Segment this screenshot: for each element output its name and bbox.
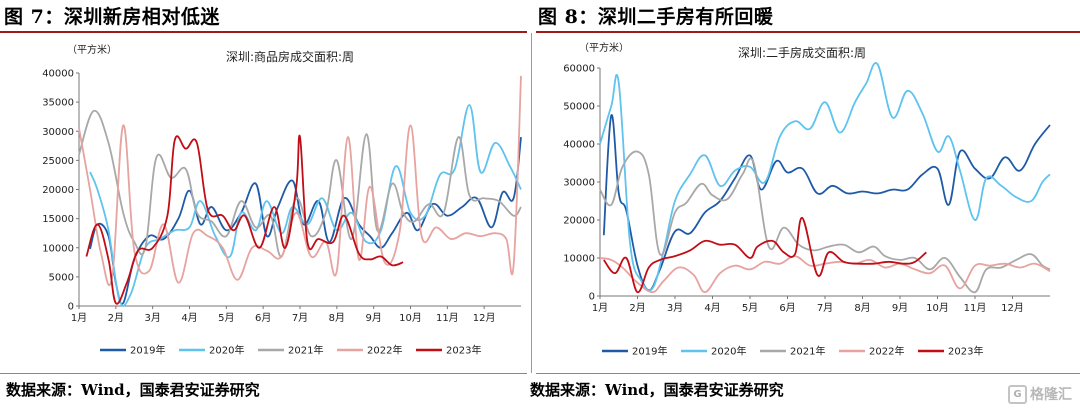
right-legend-label: 2019年 bbox=[632, 345, 667, 358]
right-y-tick-label: 60000 bbox=[563, 64, 595, 75]
right-unit-label: （平方米） bbox=[579, 41, 629, 54]
left-legend-label: 2020年 bbox=[209, 344, 244, 357]
left-y-tick-label: 40000 bbox=[42, 69, 74, 80]
watermark: G 格隆汇 bbox=[1008, 384, 1072, 404]
logo-icon: G bbox=[1008, 384, 1027, 404]
left-x-tick-label: 1月 bbox=[71, 312, 87, 324]
left-y-tick-label: 0 bbox=[68, 302, 74, 313]
left-y-tick-label: 30000 bbox=[42, 127, 74, 138]
panel-divider bbox=[531, 33, 532, 373]
left-x-tick-label: 2月 bbox=[108, 312, 124, 324]
right-x-tick-label: 12月 bbox=[1001, 302, 1024, 314]
left-footer-rule bbox=[0, 373, 527, 374]
right-x-tick-label: 6月 bbox=[779, 302, 795, 314]
right-x-tick-label: 11月 bbox=[964, 302, 987, 314]
right-y-tick-label: 30000 bbox=[563, 178, 595, 189]
right-footer-rule bbox=[536, 373, 1080, 374]
right-x-tick-label: 5月 bbox=[742, 302, 758, 314]
right-x-tick-label: 7月 bbox=[817, 302, 833, 314]
left-chart-title: 深圳:商品房成交面积:周 bbox=[226, 49, 354, 64]
right-x-tick-label: 4月 bbox=[704, 302, 720, 314]
right-source-note: 数据来源：Wind，国泰君安证券研究 bbox=[530, 381, 784, 399]
left-x-tick-label: 12月 bbox=[473, 312, 496, 324]
watermark-text: 格隆汇 bbox=[1030, 387, 1072, 403]
left-x-tick-label: 4月 bbox=[181, 312, 197, 324]
left-series-2022 bbox=[78, 75, 522, 286]
right-y-tick-label: 50000 bbox=[563, 102, 595, 113]
left-y-tick-label: 10000 bbox=[42, 243, 74, 254]
left-x-tick-label: 8月 bbox=[329, 312, 345, 324]
right-y-tick-label: 40000 bbox=[563, 140, 595, 151]
left-series-2021 bbox=[78, 109, 522, 258]
left-y-tick-label: 5000 bbox=[49, 272, 74, 283]
right-figure-title: 图 8：深圳二手房有所回暖 bbox=[538, 6, 774, 28]
right-x-tick-label: 3月 bbox=[667, 302, 683, 314]
right-y-tick-label: 20000 bbox=[563, 216, 595, 227]
left-x-tick-label: 6月 bbox=[255, 312, 271, 324]
left-x-tick-label: 10月 bbox=[399, 312, 422, 324]
left-legend-label: 2019年 bbox=[130, 344, 165, 357]
left-x-tick-label: 11月 bbox=[436, 312, 459, 324]
right-y-tick-label: 10000 bbox=[563, 254, 595, 265]
left-legend-label: 2021年 bbox=[288, 344, 323, 357]
left-chart: 0 5000 10000 15000 20000 25000 30000 35000 40000… bbox=[42, 43, 522, 357]
left-figure-title: 图 7：深圳新房相对低迷 bbox=[4, 6, 220, 28]
right-x-tick-label: 9月 bbox=[892, 302, 908, 314]
left-legend-label: 2023年 bbox=[446, 344, 481, 357]
left-series-2023 bbox=[85, 134, 404, 305]
left-title-rule bbox=[0, 31, 527, 33]
left-x-tick-label: 5月 bbox=[218, 312, 234, 324]
left-x-tick-label: 3月 bbox=[144, 312, 160, 324]
left-y-tick-label: 15000 bbox=[42, 214, 74, 225]
right-legend-label: 2020年 bbox=[711, 345, 746, 358]
right-title-rule bbox=[536, 31, 1080, 33]
right-legend-label: 2021年 bbox=[790, 345, 825, 358]
left-series-2020 bbox=[89, 104, 522, 307]
left-source-note: 数据来源：Wind，国泰君安证券研究 bbox=[6, 381, 260, 399]
left-unit-label: （平方米） bbox=[67, 43, 117, 56]
left-y-tick-label: 35000 bbox=[42, 98, 74, 109]
left-x-tick-label: 9月 bbox=[365, 312, 381, 324]
right-legend-label: 2022年 bbox=[869, 345, 904, 358]
right-legend-label: 2023年 bbox=[948, 345, 983, 358]
left-legend-label: 2022年 bbox=[367, 344, 402, 357]
left-y-tick-label: 25000 bbox=[42, 156, 74, 167]
right-x-tick-label: 2月 bbox=[629, 302, 645, 314]
left-y-tick-label: 20000 bbox=[42, 185, 74, 196]
right-series-2022 bbox=[599, 255, 1051, 294]
left-x-tick-label: 7月 bbox=[292, 312, 308, 324]
right-y-tick-label: 0 bbox=[589, 292, 595, 303]
right-series-2023 bbox=[603, 217, 927, 294]
right-chart: 0 10000 20000 30000 40000 50000 60000 1月 2月 3月 4月 5… bbox=[563, 41, 1051, 358]
right-x-tick-label: 10月 bbox=[926, 302, 949, 314]
right-series-2020 bbox=[599, 62, 1051, 292]
right-x-tick-label: 8月 bbox=[854, 302, 870, 314]
right-chart-title: 深圳:二手房成交面积:周 bbox=[738, 45, 866, 60]
right-series-2021 bbox=[599, 150, 1051, 294]
right-x-tick-label: 1月 bbox=[592, 302, 608, 314]
